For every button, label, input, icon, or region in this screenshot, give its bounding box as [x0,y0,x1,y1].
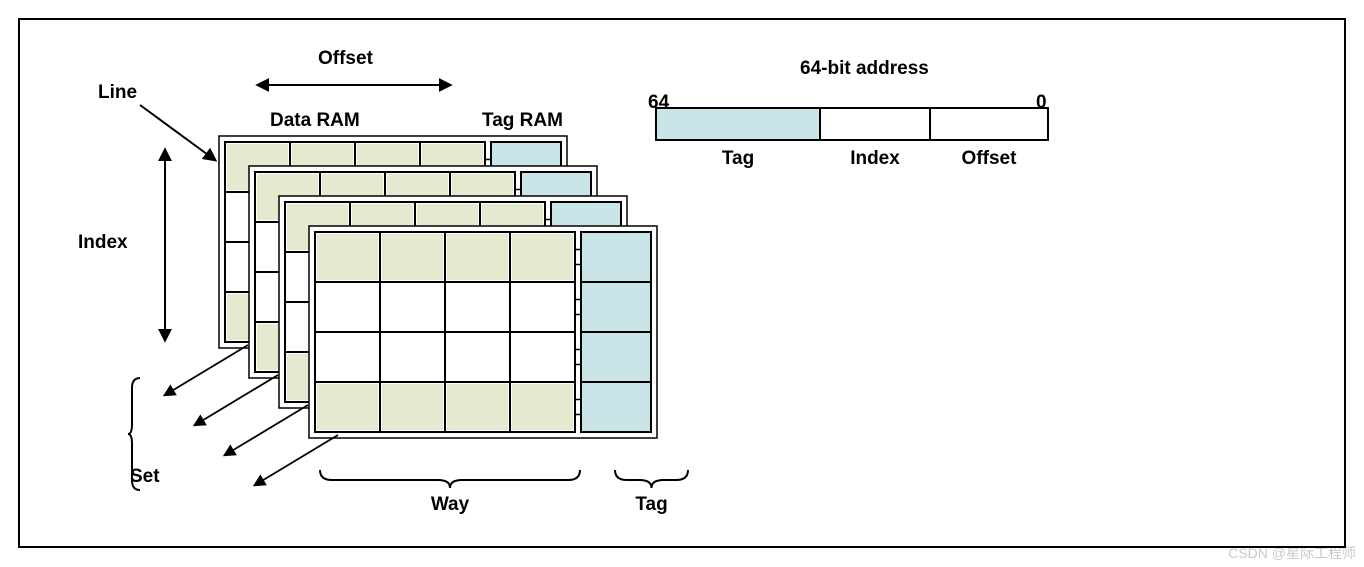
addr-index-label: Index [850,148,900,170]
set-arrow-2 [225,405,308,455]
addr-index-cell [820,108,930,140]
tag-ram-label: Tag RAM [482,110,563,132]
diagram-svg [0,0,1364,567]
addr-num-64: 64 [648,92,669,114]
set-arrow-3 [255,435,338,485]
addr-offset-cell [930,108,1048,140]
line-arrow [140,105,215,160]
addr-title: 64-bit address [800,58,929,80]
set-arrow-0 [165,345,248,395]
tag-brace [615,470,688,488]
addr-offset-label: Offset [962,148,1017,170]
set-arrow-1 [195,375,278,425]
set-label: Set [130,466,160,488]
watermark: CSDN @星际工程师 [1228,543,1356,563]
addr-tag-label: Tag [722,148,754,170]
line-label: Line [98,82,137,104]
tag-bottom-label: Tag [635,494,667,516]
way-label: Way [431,494,469,516]
index-label: Index [78,232,128,254]
offset-label: Offset [318,48,373,70]
way-brace [320,470,580,488]
addr-tag-cell [656,108,820,140]
data-ram-label: Data RAM [270,110,360,132]
addr-num-0: 0 [1036,92,1047,114]
